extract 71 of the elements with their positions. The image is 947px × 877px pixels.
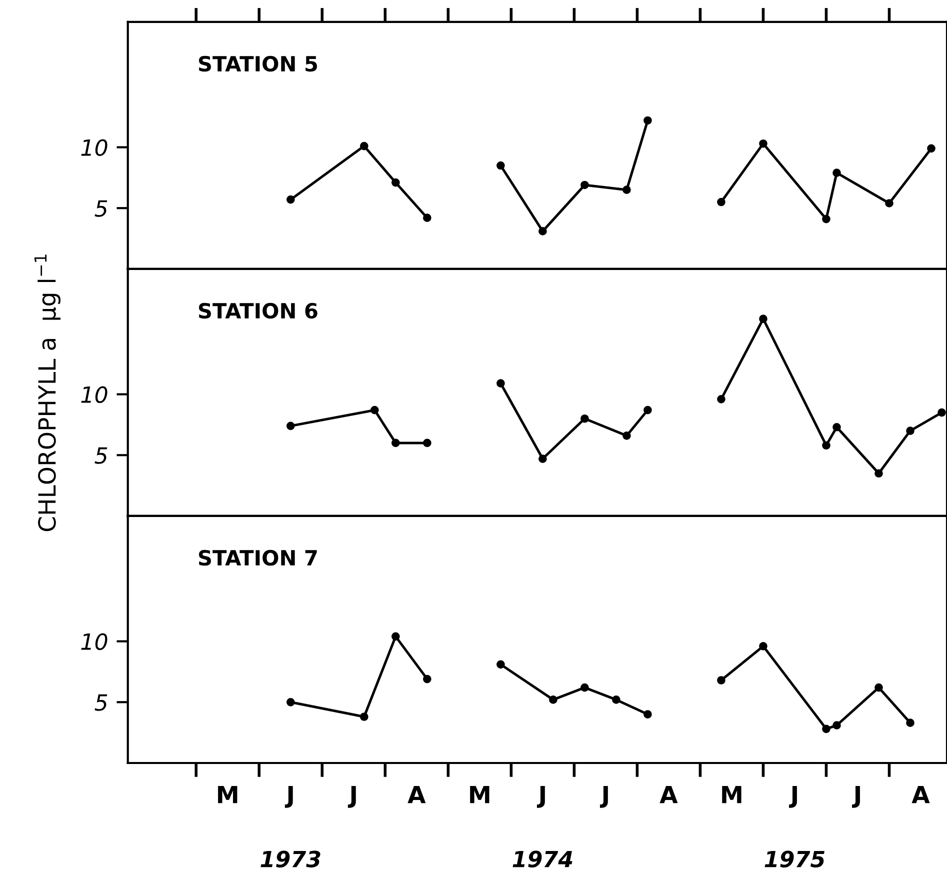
y-tick-label: 5 [94,447,108,464]
point [580,180,589,190]
point [286,195,295,204]
point [822,441,830,450]
text: STATION 6 [198,302,318,319]
x-tick-label: A [408,786,426,804]
point [759,642,768,650]
point [538,227,547,236]
y-axis-title: CHLOROPHYLL a µg l$^{−1}$ [34,254,60,532]
x-tick-label: J [600,786,608,808]
point [391,438,400,448]
x-tick-label: J [852,786,860,808]
y-tick-label: 10 [81,633,108,650]
point [422,674,432,684]
point [360,712,368,721]
y-tick-label: 5 [94,200,108,217]
point [717,394,726,404]
point [580,414,589,423]
point [874,683,883,692]
point [874,469,883,478]
text: 1975 [764,850,824,868]
x-tick-label: M [470,786,490,804]
point [622,431,631,440]
x-tick-label: J [284,786,293,808]
point [549,696,558,704]
point [286,422,295,430]
point [644,406,652,414]
point [422,214,432,222]
point [286,698,295,706]
point [580,683,589,692]
point [927,144,936,153]
x-tick-label: J [789,786,797,808]
point [644,710,652,718]
point [832,422,841,432]
x-tick-label: J [536,786,545,808]
point [370,406,379,414]
text: 1974 [512,850,572,868]
point [644,116,652,125]
point [717,198,726,206]
point [538,454,547,463]
point [391,178,400,187]
x-tick-label: A [660,786,678,804]
point [612,696,620,704]
point [885,199,894,208]
y-tick-label: 10 [81,386,108,404]
point [759,314,768,324]
point [906,426,914,435]
point [622,186,631,194]
point [832,721,841,730]
point [759,139,768,148]
x-tick-label: J [348,786,356,808]
point [822,724,830,734]
y-tick-label: 5 [94,694,108,711]
point [717,676,726,684]
text: STATION 5 [198,56,317,72]
point [938,408,946,417]
point [496,660,505,669]
text: 1973 [260,850,320,868]
point [822,214,830,224]
point [360,142,368,150]
point [391,632,400,641]
point [496,161,505,170]
x-tick-label: M [218,786,238,804]
text: STATION 7 [198,550,317,566]
x-tick-label: A [912,786,930,804]
point [496,379,505,388]
point [832,168,841,177]
x-tick-label: M [722,786,742,804]
point [422,438,432,448]
y-tick-label: 10 [81,139,108,156]
point [906,718,914,727]
